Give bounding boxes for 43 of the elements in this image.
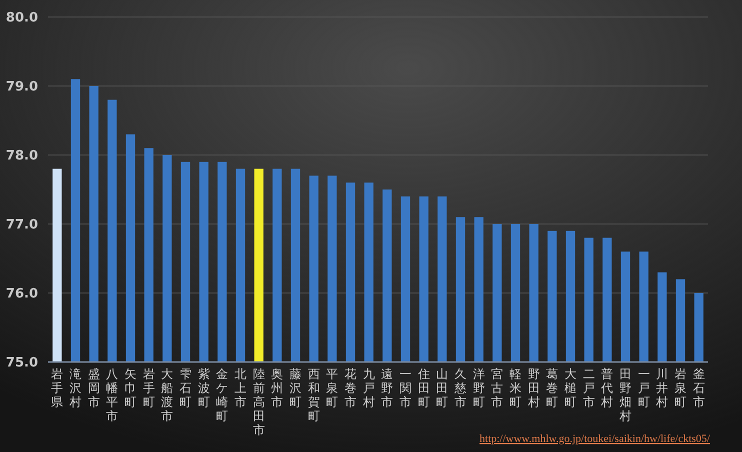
y-tick-label: 77.0 (6, 218, 38, 233)
x-tick-label: 岩手県 (51, 367, 64, 409)
x-tick-label: 盛岡市 (88, 367, 100, 409)
x-tick-label: 一戸町 (638, 367, 650, 409)
x-tick-label: 滝沢村 (68, 367, 82, 409)
x-tick-label: 住田町 (416, 367, 430, 409)
x-tick-label: 岩手町 (142, 367, 155, 409)
y-tick-label: 80.0 (6, 10, 38, 26)
y-tick-label: 78.0 (6, 148, 38, 164)
x-tick-label: 紫波町 (198, 367, 210, 409)
x-tick-label: 普代村 (600, 367, 614, 409)
x-tick-label: 洋野町 (472, 367, 485, 409)
x-tick-label: 遠野市 (381, 367, 394, 409)
x-tick-label: 川井村 (655, 367, 668, 409)
x-tick-label: 宮古市 (491, 367, 504, 409)
x-tick-label: 一関市 (400, 367, 412, 409)
x-tick-label: 久慈市 (454, 367, 466, 409)
x-tick-label: 葛巻町 (546, 367, 558, 409)
x-tick-label: 山田町 (436, 367, 448, 409)
y-tick-label: 79.0 (6, 80, 38, 95)
y-tick-label: 75.0 (6, 356, 38, 371)
x-tick-label: 野田村 (526, 367, 540, 409)
x-tick-label: 金ケ崎町 (216, 367, 228, 423)
x-tick-label: 北上市 (234, 367, 246, 409)
x-tick-label: 陸前高田市 (252, 367, 265, 437)
x-tick-label: 岩泉町 (674, 367, 686, 409)
x-tick-label: 矢巾町 (124, 367, 136, 409)
y-tick-label: 76.0 (6, 286, 38, 302)
x-tick-label: 西和賀町 (308, 367, 320, 423)
text: http://www.mhlw.go.jp/toukei/saikin/hw/life/ckts05/ (480, 433, 711, 445)
x-tick-label: 大船渡市 (161, 367, 174, 423)
x-tick-label: 雫石町 (180, 367, 192, 409)
x-tick-label: 花巻市 (344, 367, 356, 409)
x-tick-label: 平泉町 (326, 367, 338, 409)
x-tick-label: 釜石市 (692, 367, 705, 409)
x-tick-label: 九戸村 (362, 367, 375, 409)
x-tick-label: 大槌町 (564, 367, 576, 409)
x-tick-label: 軽米町 (510, 367, 522, 409)
x-tick-label: 八幡平市 (106, 367, 118, 423)
x-tick-label: 二戸市 (582, 367, 595, 409)
x-tick-label: 藤沢町 (290, 367, 302, 409)
x-tick-label: 奥州市 (271, 367, 284, 409)
x-tick-label: 田野畑村 (618, 367, 632, 423)
